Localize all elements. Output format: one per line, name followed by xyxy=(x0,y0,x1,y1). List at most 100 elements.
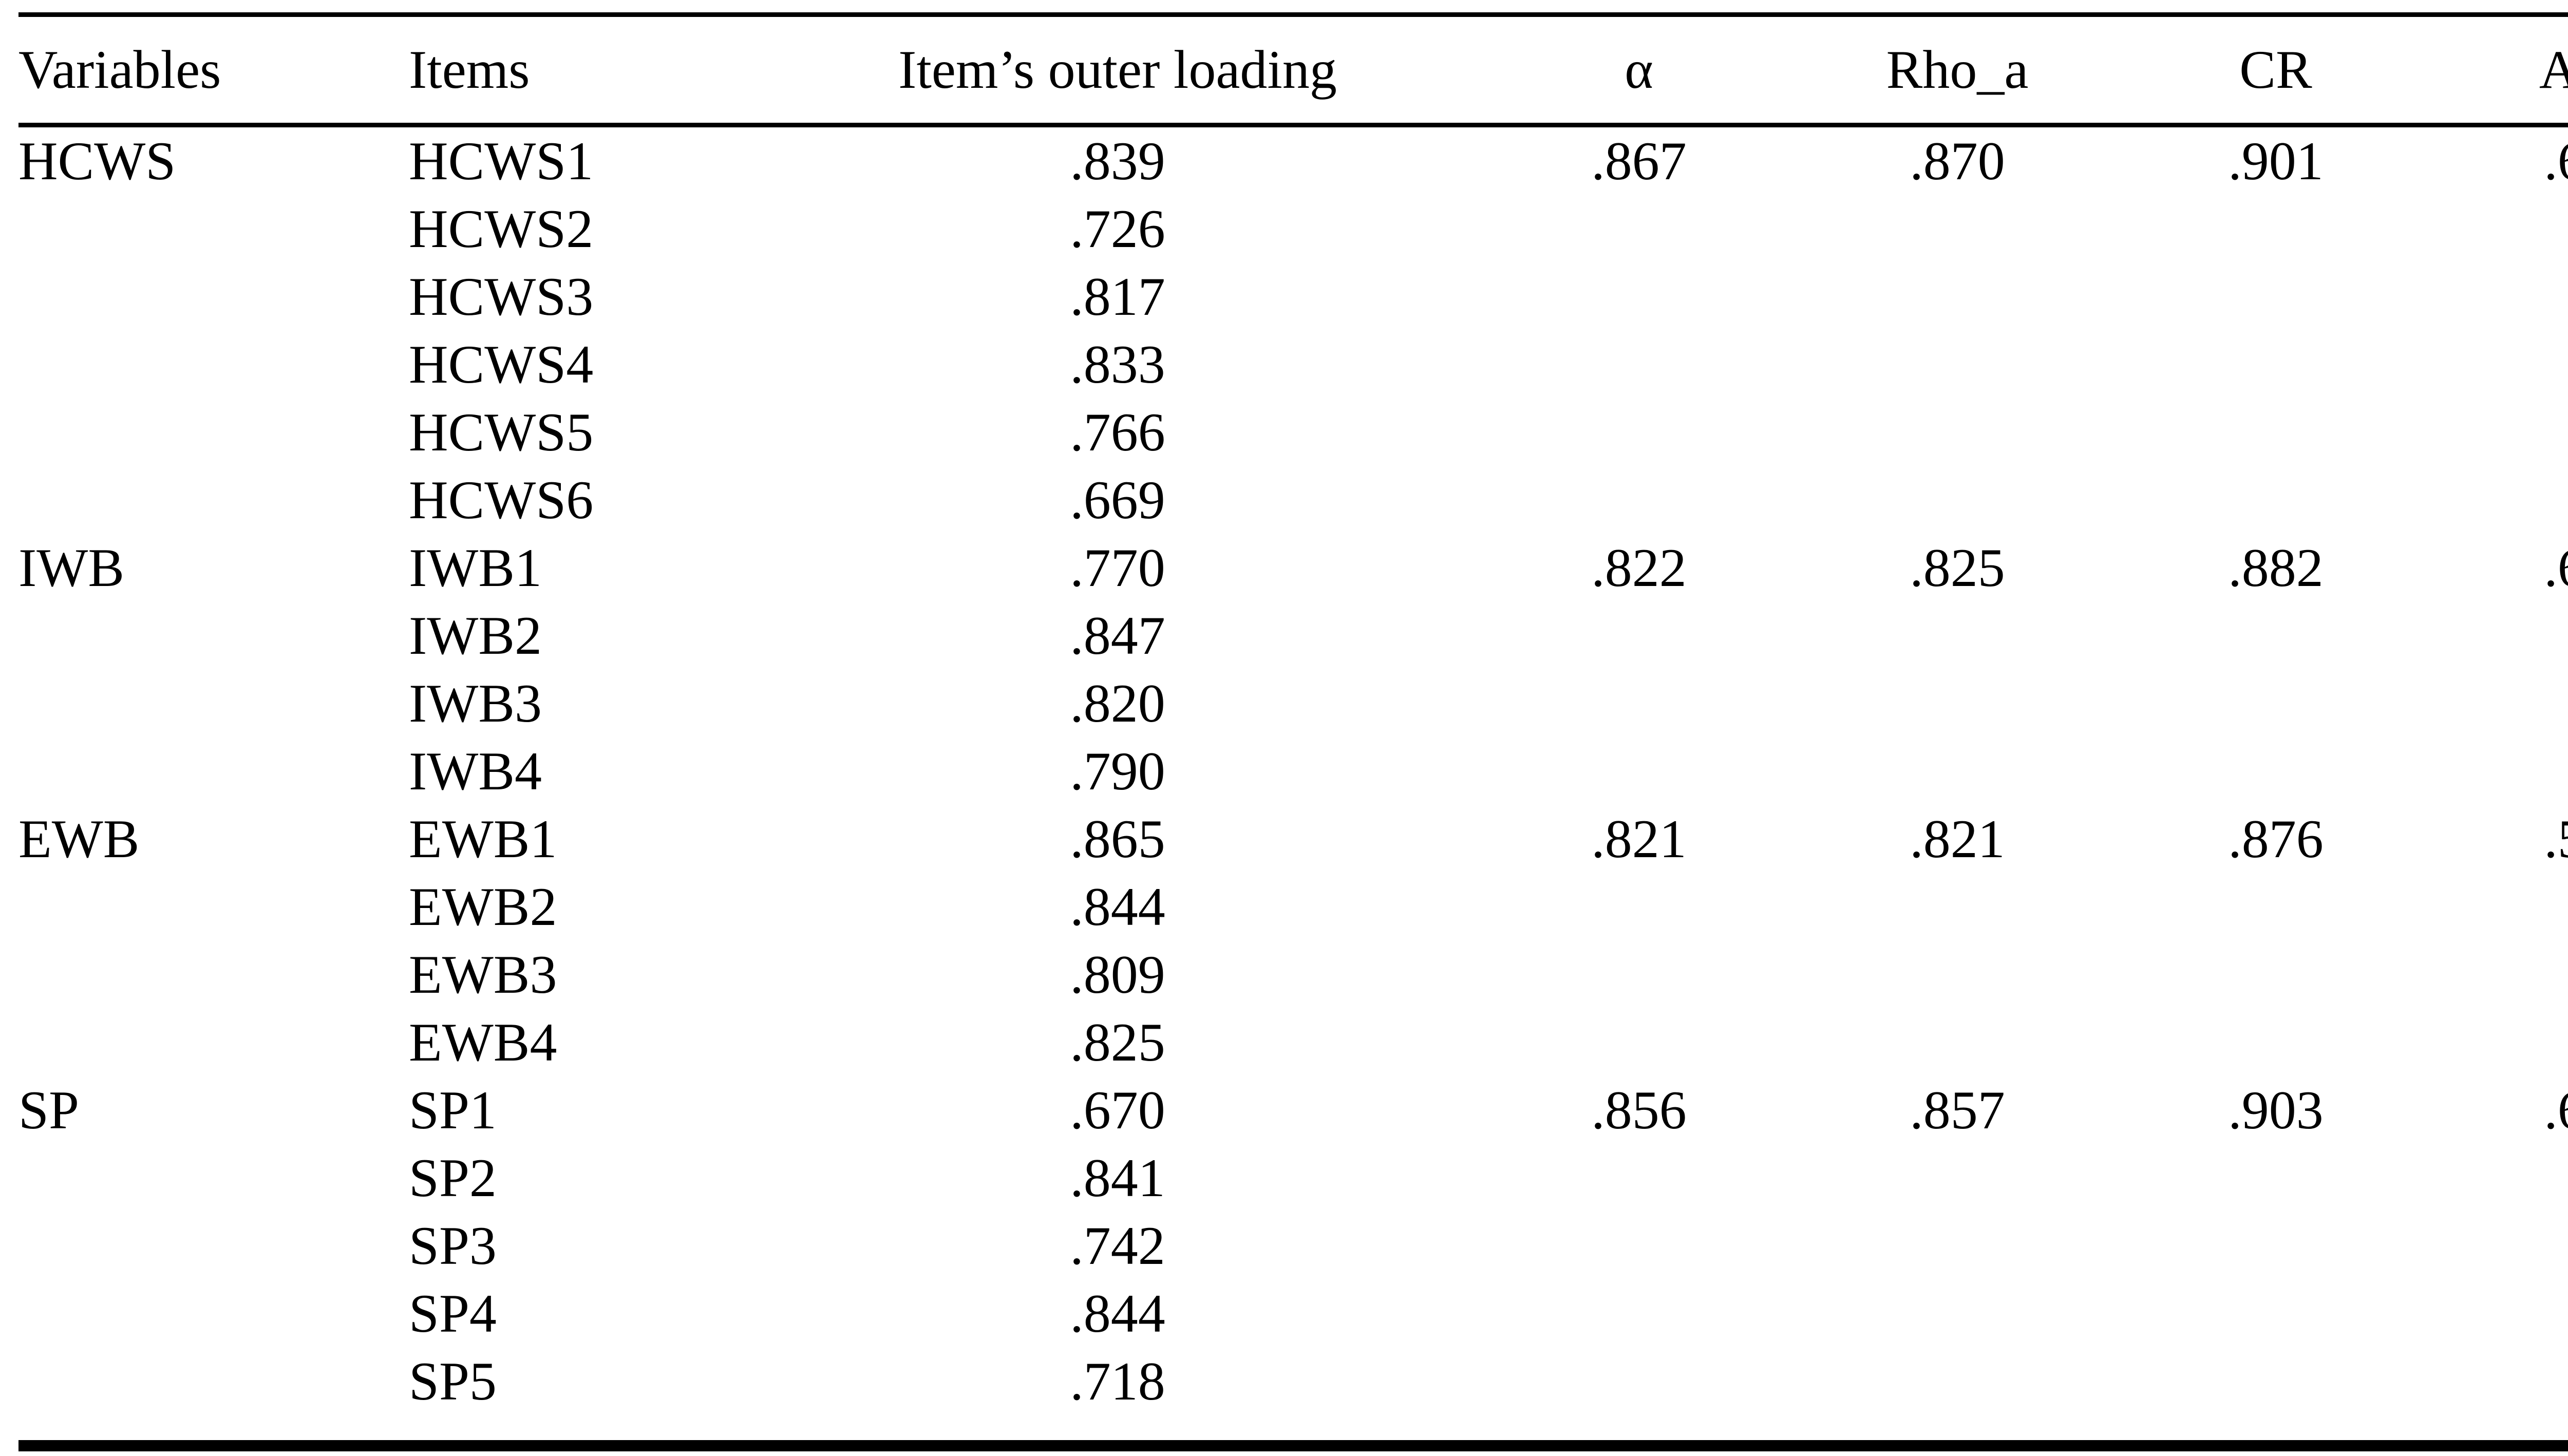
rho-a-cell: .821 xyxy=(1910,809,2005,869)
variable-cell xyxy=(18,263,409,331)
rho-a-cell xyxy=(1765,873,2150,941)
alpha-cell xyxy=(1513,195,1765,263)
table-row: HCWS5 .766 xyxy=(18,399,2568,466)
loading-cell: .833 xyxy=(1070,334,1165,394)
loading-cell: .669 xyxy=(1070,470,1165,530)
ave-cell xyxy=(2402,1144,2568,1212)
table-row: HCWS3 .817 xyxy=(18,263,2568,331)
cr-cell: .876 xyxy=(2228,809,2324,869)
loading-cell: .670 xyxy=(1070,1080,1165,1140)
col-rho-a-header: Rho_a xyxy=(1886,40,2029,100)
variable-cell xyxy=(18,331,409,399)
item-cell: IWB4 xyxy=(409,741,542,801)
ave-cell: .652 xyxy=(2544,538,2568,598)
alpha-cell xyxy=(1513,873,1765,941)
cr-cell xyxy=(2150,941,2402,1009)
rho-a-cell: .825 xyxy=(1910,538,2005,598)
cr-cell xyxy=(2150,602,2402,670)
rho-a-cell xyxy=(1765,195,2150,263)
reliability-table: Variables Items Item’s outer loading α R… xyxy=(18,12,2568,1451)
loading-cell: .847 xyxy=(1070,606,1165,666)
cr-cell xyxy=(2150,1348,2402,1415)
table-row: SP4 .844 xyxy=(18,1280,2568,1348)
cr-cell xyxy=(2150,195,2402,263)
alpha-cell: .867 xyxy=(1591,131,1687,191)
ave-cell xyxy=(2402,1009,2568,1076)
cr-cell xyxy=(2150,399,2402,466)
variable-cell xyxy=(18,1212,409,1280)
ave-cell: .587 xyxy=(2544,809,2568,869)
cr-cell xyxy=(2150,738,2402,805)
alpha-cell xyxy=(1513,399,1765,466)
alpha-cell: .856 xyxy=(1591,1080,1687,1140)
loading-cell: .844 xyxy=(1070,877,1165,937)
table-header-row: Variables Items Item’s outer loading α R… xyxy=(18,15,2568,125)
ave-cell xyxy=(2402,466,2568,534)
bottom-spacer-cell xyxy=(18,1415,2568,1446)
rho-a-cell xyxy=(1765,331,2150,399)
item-cell: HCWS5 xyxy=(409,402,594,462)
alpha-cell xyxy=(1513,941,1765,1009)
item-cell: HCWS1 xyxy=(409,131,594,191)
item-cell: SP3 xyxy=(409,1216,497,1276)
col-cr-header: CR xyxy=(2239,40,2312,100)
cr-cell xyxy=(2150,331,2402,399)
alpha-cell xyxy=(1513,1009,1765,1076)
item-cell: HCWS4 xyxy=(409,334,594,394)
alpha-cell xyxy=(1513,1212,1765,1280)
item-cell: SP1 xyxy=(409,1080,497,1140)
table-row: HCWS4 .833 xyxy=(18,331,2568,399)
col-items-header: Items xyxy=(409,40,530,100)
item-cell: EWB1 xyxy=(409,809,557,869)
cr-cell xyxy=(2150,466,2402,534)
item-cell: HCWS2 xyxy=(409,199,594,259)
ave-cell xyxy=(2402,738,2568,805)
cr-cell: .903 xyxy=(2228,1080,2324,1140)
cr-cell xyxy=(2150,1144,2402,1212)
ave-cell xyxy=(2402,941,2568,1009)
rho-a-cell xyxy=(1765,263,2150,331)
col-ave-header: AVE xyxy=(2539,40,2568,100)
variable-cell xyxy=(18,941,409,1009)
table-row: EWB EWB1 .865 .821 .821 .876 .587 xyxy=(18,805,2568,873)
variable-cell xyxy=(18,195,409,263)
rho-a-cell xyxy=(1765,466,2150,534)
col-outer-loading-header: Item’s outer loading xyxy=(898,40,1337,100)
table-row: SP3 .742 xyxy=(18,1212,2568,1280)
ave-cell xyxy=(2402,263,2568,331)
table-row: SP2 .841 xyxy=(18,1144,2568,1212)
ave-cell xyxy=(2402,331,2568,399)
alpha-cell xyxy=(1513,1280,1765,1348)
variable-cell: IWB xyxy=(18,538,125,598)
variable-cell xyxy=(18,1348,409,1415)
ave-cell xyxy=(2402,1280,2568,1348)
loading-cell: .841 xyxy=(1070,1148,1165,1208)
table-row: HCWS HCWS1 .839 .867 .870 .901 .604 xyxy=(18,125,2568,196)
variable-cell: SP xyxy=(18,1080,79,1140)
loading-cell: .865 xyxy=(1070,809,1165,869)
loading-cell: .820 xyxy=(1070,673,1165,733)
table-row: IWB IWB1 .770 .822 .825 .882 .652 xyxy=(18,534,2568,602)
rho-a-cell xyxy=(1765,399,2150,466)
loading-cell: .718 xyxy=(1070,1351,1165,1411)
variable-cell xyxy=(18,399,409,466)
loading-cell: .839 xyxy=(1070,131,1165,191)
variable-cell xyxy=(18,466,409,534)
item-cell: HCWS3 xyxy=(409,267,594,327)
table-row: EWB2 .844 xyxy=(18,873,2568,941)
table-row: HCWS6 .669 xyxy=(18,466,2568,534)
rho-a-cell xyxy=(1765,670,2150,738)
rho-a-cell xyxy=(1765,1212,2150,1280)
alpha-cell xyxy=(1513,466,1765,534)
item-cell: IWB3 xyxy=(409,673,542,733)
item-cell: SP2 xyxy=(409,1148,497,1208)
cr-cell: .882 xyxy=(2228,538,2324,598)
col-variables-header: Variables xyxy=(18,40,221,100)
item-cell: IWB2 xyxy=(409,606,542,666)
item-cell: SP4 xyxy=(409,1283,497,1344)
variable-cell: EWB xyxy=(18,809,140,869)
loading-cell: .766 xyxy=(1070,402,1165,462)
reliability-table-container: Variables Items Item’s outer loading α R… xyxy=(18,12,2568,1451)
table-row: SP5 .718 xyxy=(18,1348,2568,1415)
